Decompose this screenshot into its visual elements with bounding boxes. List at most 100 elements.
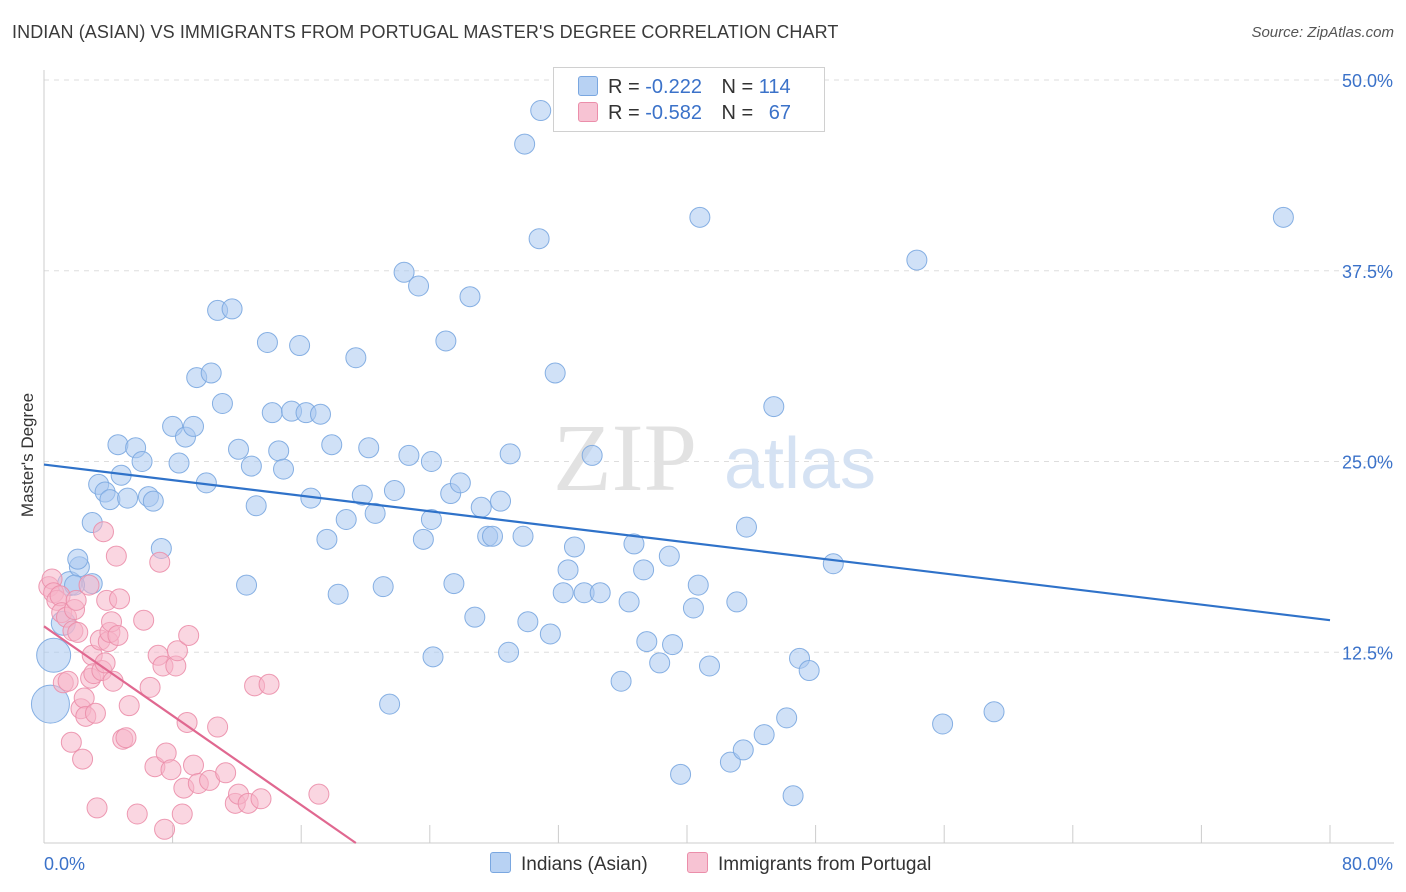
point-indians-asian [351,484,373,506]
legend-r-value-blue: -0.222 [645,76,702,98]
y-axis-label: Master's Degree [18,392,37,518]
point-immigrants-portugal [258,673,280,695]
point-indians-asian [687,574,709,596]
point-indians-asian [530,100,552,122]
grid-layer [44,79,1394,653]
point-indians-asian [182,415,204,437]
watermark-zip: ZIP [553,404,697,511]
tick-labels: 12.5% 25.0% 37.5% 50.0% 0.0% 80.0% [44,71,1393,874]
legend-row-pink: R = -0.582 N = 67 [578,102,791,128]
point-indians-asian [514,133,536,155]
point-immigrants-portugal [72,748,94,770]
point-indians-asian [459,286,481,308]
point-immigrants-portugal [176,711,198,733]
point-immigrants-portugal [178,624,200,646]
trendline-immigrants-portugal [43,625,357,844]
point-indians-asian [131,451,153,472]
point-indians-asian [358,437,380,459]
point-indians-asian [309,403,331,425]
bottom-legend-label-pink: Immigrants from Portugal [718,854,932,875]
point-indians-asian [142,490,164,512]
legend-r-label: R = [608,102,640,124]
point-indians-asian [408,275,430,297]
chart-title: INDIAN (ASIAN) VS IMMIGRANTS FROM PORTUG… [12,22,839,42]
y-tick-label: 25.0% [1342,453,1393,473]
point-indians-asian [481,525,503,547]
point-indians-asian [552,582,574,604]
point-indians-asian [211,393,233,415]
point-immigrants-portugal [207,716,229,738]
point-indians-asian [321,434,343,456]
point-indians-asian [200,362,222,384]
point-immigrants-portugal [67,621,89,643]
legend-n-label: N = [721,102,754,124]
point-indians-asian [699,655,721,677]
point-immigrants-portugal [182,754,204,776]
point-indians-asian [398,444,420,466]
point-indians-asian [726,591,748,613]
point-indians-asian [379,693,401,715]
series-indians-asian [30,100,1294,807]
point-immigrants-portugal [65,589,87,611]
point-indians-asian [782,785,804,807]
point-indians-asian [618,591,640,613]
point-indians-asian [383,479,405,501]
point-indians-asian [682,597,704,619]
point-indians-asian [798,660,820,682]
point-indians-asian [107,434,129,456]
watermark-atlas: atlas [724,424,876,504]
y-tick-label: 12.5% [1342,643,1393,663]
point-indians-asian [30,684,70,724]
point-indians-asian [412,528,434,550]
point-indians-asian [364,502,386,524]
point-indians-asian [168,452,190,474]
series-immigrants-portugal [38,521,330,840]
correlation-legend: R = -0.222 N = 114 R = -0.582 N = 67 [553,67,825,132]
y-tick-label: 50.0% [1342,71,1393,91]
point-indians-asian [517,611,539,633]
point-indians-asian [732,739,754,761]
source-label: Source: ZipAtlas.com [1251,24,1394,41]
point-immigrants-portugal [60,731,82,753]
point-indians-asian [393,261,415,283]
point-indians-asian [735,516,757,538]
point-immigrants-portugal [166,640,188,662]
point-indians-asian [99,489,121,511]
point-indians-asian [498,641,520,663]
bottom-legend-swatch-blue [490,852,511,873]
point-indians-asian [240,455,262,477]
point-immigrants-portugal [154,818,176,840]
point-indians-asian [763,396,785,418]
point-immigrants-portugal [171,803,193,825]
x-tick-label: 0.0% [44,854,85,874]
point-indians-asian [236,574,258,596]
point-indians-asian [443,573,465,595]
point-immigrants-portugal [78,574,100,596]
point-immigrants-portugal [139,676,161,698]
legend-r-label: R = [608,76,640,98]
point-indians-asian [983,701,1005,723]
point-indians-asian [658,545,680,567]
bottom-legend-portugal: Immigrants from Portugal [687,852,931,876]
point-indians-asian [906,249,928,271]
point-indians-asian [499,443,521,465]
point-indians-asian [623,533,645,555]
point-indians-asian [67,548,89,570]
point-indians-asian [753,724,775,746]
point-immigrants-portugal [115,727,137,749]
point-immigrants-portugal [57,670,79,692]
point-immigrants-portugal [133,609,155,631]
point-immigrants-portugal [109,588,131,610]
point-indians-asian [117,487,139,509]
legend-n-value-blue: 114 [758,76,791,98]
point-immigrants-portugal [160,759,182,781]
point-indians-asian [528,228,550,250]
point-indians-asian [273,458,295,480]
point-indians-asian [36,637,72,673]
point-indians-asian [610,670,632,692]
point-indians-asian [327,583,349,605]
bottom-legend-indians: Indians (Asian) [490,852,648,876]
point-indians-asian [776,707,798,729]
y-tick-label: 37.5% [1342,262,1393,282]
